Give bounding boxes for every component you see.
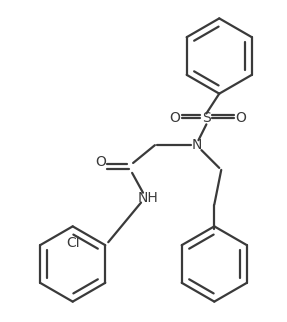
Text: O: O xyxy=(236,111,247,125)
Text: Cl: Cl xyxy=(66,236,79,250)
Text: N: N xyxy=(191,138,202,152)
Text: S: S xyxy=(202,111,211,125)
Text: O: O xyxy=(95,155,106,169)
Text: O: O xyxy=(169,111,180,125)
Text: NH: NH xyxy=(137,191,158,205)
